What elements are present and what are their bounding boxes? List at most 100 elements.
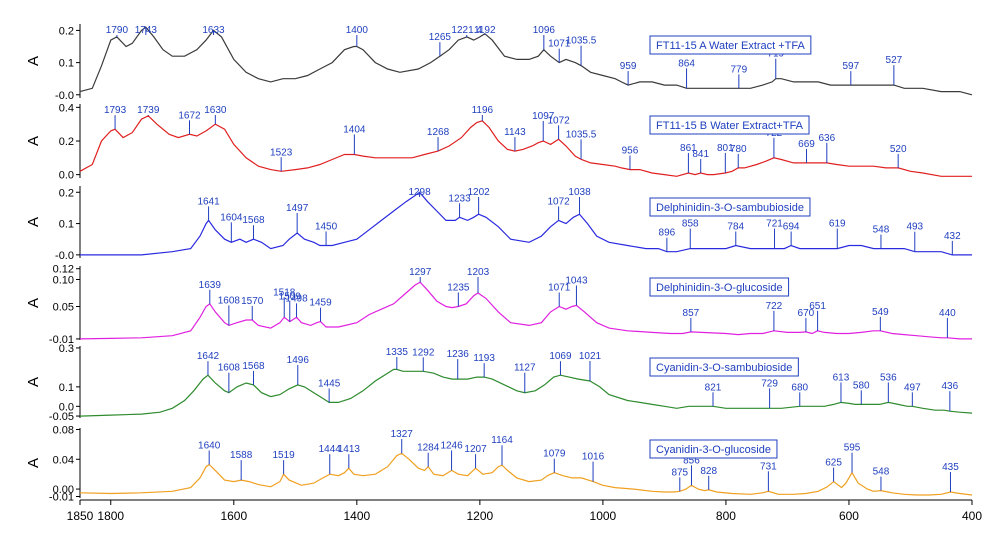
- peak-label: 1498: [285, 293, 308, 304]
- peak-label: 651: [809, 301, 826, 312]
- peak-label: 527: [886, 55, 903, 66]
- y-tick-label: 0.1: [59, 382, 74, 394]
- peak-label: 435: [942, 462, 959, 473]
- peak-label: 1568: [242, 215, 265, 226]
- legend-entry: FT11-15 B Water Extract+TFA: [649, 115, 810, 135]
- peak-label: 1203: [467, 267, 490, 278]
- x-tick-label: 800: [716, 509, 736, 523]
- peak-label: 1246: [440, 440, 463, 451]
- legend-entry: Cyanidin-3-O-sambubioside: [649, 357, 799, 377]
- peak-label: 861: [680, 143, 697, 154]
- y-tick-label: 0.2: [59, 136, 74, 148]
- y-tick-label: -0.0: [55, 90, 74, 102]
- peak-label: 1642: [197, 351, 220, 362]
- peak-label: 548: [873, 467, 890, 478]
- y-tick-label: 0.0: [59, 401, 74, 413]
- peak-label: 1523: [270, 147, 293, 158]
- peak-label: 1265: [429, 32, 452, 43]
- peak-label: 440: [939, 308, 956, 319]
- spectrum-panel: 0.2 0.1 -0.0 A 1790 1743 1633 1400 12651221.4119…: [25, 24, 973, 102]
- y-tick-label: 0.1: [59, 58, 74, 70]
- peak-label: 1672: [178, 110, 201, 121]
- peak-label: 1445: [318, 378, 341, 389]
- peak-label: 729: [761, 378, 778, 389]
- spectrum-line: [80, 191, 972, 256]
- y-axis-label: A: [25, 136, 42, 146]
- legend-box: [649, 115, 810, 135]
- peak-label: 1640: [198, 440, 221, 451]
- legend-entry: Delphinidin-3-O-sambubioside: [649, 197, 811, 217]
- peak-label: 1236: [447, 349, 470, 360]
- peak-label: 1630: [204, 105, 227, 116]
- peak-label: 432: [944, 231, 961, 242]
- peak-label: 1035.5: [566, 129, 597, 140]
- peak-label: 549: [872, 307, 889, 318]
- y-axis-label: A: [25, 56, 42, 66]
- peak-label: 1450: [315, 221, 338, 232]
- spectrum-line: [79, 281, 972, 340]
- y-tick-label: -0.05: [49, 411, 74, 423]
- peak-label: 1608: [218, 363, 241, 374]
- legend-box: [649, 35, 812, 55]
- peak-label: 784: [727, 221, 744, 232]
- peak-label: 1021: [579, 351, 602, 362]
- peak-label: 821: [705, 382, 722, 393]
- peak-label: 857: [683, 308, 700, 319]
- peak-label: 1221.4: [451, 25, 482, 36]
- peak-label: 1413: [338, 444, 361, 455]
- peak-label: 956: [622, 146, 639, 157]
- peak-label: 1192: [474, 25, 496, 36]
- peak-label: 1641: [197, 196, 220, 207]
- peak-label: 1043: [565, 275, 588, 286]
- peak-label: 1069: [549, 351, 572, 362]
- peak-label: 1268: [427, 127, 450, 138]
- x-tick-label: 400: [962, 509, 982, 523]
- y-tick-label: 0.10: [53, 275, 74, 287]
- y-axis-label: A: [25, 458, 42, 468]
- peak-label: 1038: [568, 187, 591, 198]
- peak-label: 1497: [286, 203, 309, 214]
- legend-entry: Cyanidin-3-O-glucoside: [649, 439, 778, 459]
- x-tick-label: 1200: [467, 509, 494, 523]
- peak-label: 597: [842, 61, 859, 72]
- peak-label: 1588: [230, 450, 253, 461]
- peak-label: 1164: [491, 435, 513, 446]
- peak-label: 1496: [287, 355, 310, 366]
- peak-label: 1604: [220, 212, 243, 223]
- peak-label: 959: [620, 61, 637, 72]
- peak-label: 636: [818, 133, 835, 144]
- y-tick-label: 0.2: [59, 187, 74, 199]
- spectrum-panel: 0.120.10 0.05 -0.01 A 1639 1608 1570 1518149815…: [25, 264, 972, 346]
- x-tick-label: 1000: [590, 509, 617, 523]
- peak-label: 1235: [447, 283, 470, 294]
- peak-label: 680: [791, 382, 808, 393]
- y-tick-label: 0.3: [59, 343, 74, 355]
- peak-label: 1096: [533, 25, 556, 36]
- legend-label: FT11-15 A Water Extract +TFA: [656, 40, 806, 52]
- legend-label: Delphinidin-3-O-sambubioside: [656, 202, 804, 214]
- peak-label: 1444: [319, 444, 342, 455]
- peak-label: 1518: [273, 287, 296, 298]
- peak-label: 625: [825, 458, 842, 469]
- peak-label: 436: [942, 381, 959, 392]
- y-tick-label: -0.0: [55, 250, 74, 262]
- legend-box: [649, 439, 778, 459]
- y-axis-label: A: [25, 298, 42, 308]
- x-tick-label: 1800: [97, 509, 124, 523]
- y-tick-label: 0.08: [53, 424, 74, 436]
- peak-label: 779: [731, 64, 748, 75]
- peak-label: 1292: [412, 347, 435, 358]
- peak-label: 669: [798, 139, 815, 150]
- spectrum-panel: 0.4 0.2 0.0 A 1793 1739 1672 1630 1523 1404 1268 11…: [25, 102, 972, 182]
- spectrum-line: [79, 452, 973, 496]
- peak-label: 1297: [409, 267, 432, 278]
- peak-label: 721: [766, 219, 783, 230]
- peak-label: 801: [717, 143, 734, 154]
- x-axis: 1850 1800 1600 1400 1200 1000 800 600 400: [67, 499, 982, 523]
- peak-label: 1739: [137, 105, 160, 116]
- peak-label: 619: [829, 219, 846, 230]
- legend-label: FT11-15 B Water Extract+TFA: [656, 120, 804, 132]
- peak-label: 1633: [202, 25, 225, 36]
- peak-label: 1207: [464, 444, 487, 455]
